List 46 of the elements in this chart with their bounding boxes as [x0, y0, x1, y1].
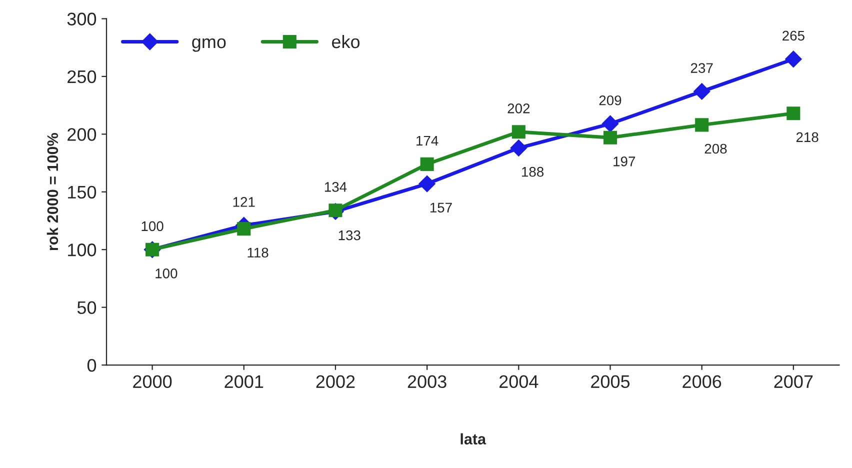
- data-label: 202: [508, 104, 530, 114]
- data-label: 218: [796, 132, 818, 142]
- point: [693, 83, 710, 100]
- x-tick-label: 2003: [408, 375, 446, 388]
- data-label: 134: [324, 182, 347, 192]
- data-label: 237: [690, 63, 713, 73]
- y-tick-label: 200: [68, 128, 96, 141]
- point: [512, 125, 526, 139]
- y-tick-label: 300: [67, 12, 96, 26]
- legend-label: eko: [332, 34, 360, 48]
- point: [237, 222, 251, 236]
- data-label: 118: [248, 248, 268, 258]
- data-label: 208: [704, 144, 727, 154]
- x-tick-label: 2001: [224, 375, 264, 388]
- point: [602, 115, 619, 132]
- point: [695, 118, 709, 132]
- legend-label: gmo: [192, 38, 226, 52]
- point: [510, 140, 528, 156]
- data-label: 121: [233, 197, 255, 207]
- data-label: 133: [338, 230, 360, 240]
- data-label: 265: [782, 30, 804, 41]
- y-axis-title: rok 2000 = 100%: [46, 133, 58, 250]
- data-label: 188: [522, 166, 544, 177]
- y-tick-label: 250: [68, 70, 96, 84]
- y-tick-label: 0: [87, 358, 96, 372]
- point: [786, 106, 800, 120]
- point: [420, 157, 434, 171]
- data-label: 197: [614, 156, 636, 166]
- x-tick-label: 2004: [499, 375, 538, 388]
- data-label: 174: [416, 136, 438, 146]
- data-label: 100: [156, 268, 178, 278]
- data-label: 100: [142, 221, 164, 232]
- y-tick-label: 100: [68, 244, 96, 256]
- point: [603, 130, 618, 144]
- point: [785, 50, 802, 68]
- x-tick-label: 2002: [316, 375, 355, 388]
- x-tick-label: 2006: [682, 375, 722, 388]
- x-tick-label: 2000: [133, 375, 172, 388]
- x-tick-label: 2005: [591, 375, 630, 388]
- y-tick-label: 150: [68, 186, 96, 199]
- point: [418, 175, 436, 192]
- data-label: 157: [430, 202, 452, 213]
- y-tick-label: 50: [77, 301, 96, 314]
- x-tick-label: 2007: [774, 375, 813, 388]
- data-label: 209: [599, 95, 622, 106]
- x-axis-title: lata: [460, 433, 486, 444]
